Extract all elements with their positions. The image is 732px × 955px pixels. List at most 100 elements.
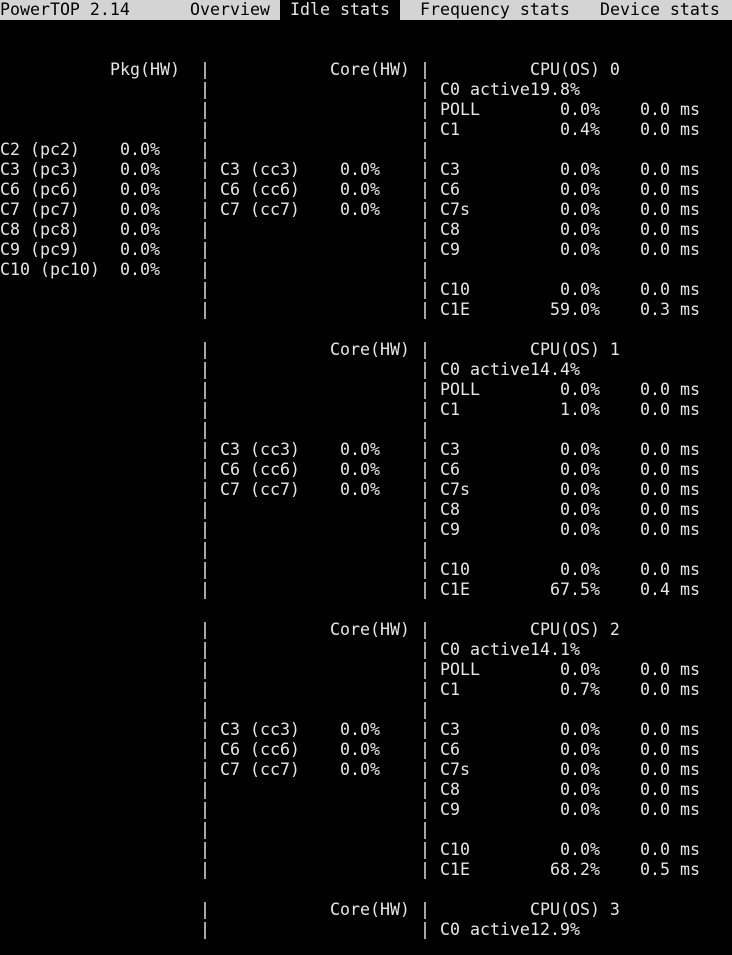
cstate-label: C6 (440, 460, 460, 479)
separator-pipe: | (200, 380, 210, 399)
cstate-label: POLL (440, 660, 480, 679)
cstate-time: 0.0 ms (640, 120, 700, 139)
cstate-label: POLL (440, 380, 480, 399)
separator-pipe: | (420, 280, 430, 299)
separator-pipe: | (200, 100, 210, 119)
cstate-label: C1E (440, 860, 470, 879)
cstate-label: C7s (440, 480, 470, 499)
c0-active-value: 14.1% (530, 640, 580, 659)
cstate-time: 0.3 ms (640, 300, 700, 319)
pkg-state-label: C9 (pc9) (0, 240, 80, 259)
cstate-label: C3 (440, 440, 460, 459)
core-hw-header: Core(HW) (330, 340, 410, 359)
cstate-time: 0.0 ms (640, 720, 700, 739)
cstate-percent: 0.7% (560, 680, 600, 699)
cstate-percent: 0.0% (560, 780, 600, 799)
cstate-percent: 0.0% (560, 520, 600, 539)
tab-device-stats[interactable]: Device stats (600, 0, 720, 19)
tab-frequency-stats[interactable]: Frequency stats (420, 0, 570, 19)
separator-pipe: | (200, 760, 210, 779)
pkg-hw-header: Pkg(HW) (110, 60, 180, 79)
cstate-time: 0.0 ms (640, 160, 700, 179)
cstate-time: 0.0 ms (640, 180, 700, 199)
separator-pipe: | (420, 780, 430, 799)
cstate-percent: 0.0% (560, 660, 600, 679)
cstate-percent: 0.0% (560, 440, 600, 459)
cstate-time: 0.0 ms (640, 800, 700, 819)
cstate-percent: 0.0% (560, 380, 600, 399)
separator-pipe: | (200, 180, 210, 199)
cpu-os-header: CPU(OS) 1 (530, 340, 620, 359)
separator-pipe: | (200, 640, 210, 659)
cstate-time: 0.0 ms (640, 400, 700, 419)
pkg-state-value: 0.0% (120, 240, 160, 259)
separator-pipe: | (200, 920, 210, 939)
separator-pipe: | (420, 440, 430, 459)
separator-pipe: | (200, 60, 210, 79)
cstate-label: C1E (440, 580, 470, 599)
separator-pipe: | (420, 140, 430, 159)
separator-pipe: | (420, 340, 430, 359)
pkg-state-label: C10 (pc10) (0, 260, 100, 279)
app-title: PowerTOP 2.14 (0, 0, 130, 19)
separator-pipe: | (200, 720, 210, 739)
core-hw-header: Core(HW) (330, 620, 410, 639)
core-state-value: 0.0% (340, 440, 380, 459)
cstate-percent: 0.0% (560, 280, 600, 299)
cstate-percent: 0.0% (560, 500, 600, 519)
cstate-label: C1 (440, 120, 460, 139)
separator-pipe: | (420, 700, 430, 719)
cstate-label: C10 (440, 840, 470, 859)
cstate-label: C6 (440, 740, 460, 759)
cstate-label: POLL (440, 100, 480, 119)
cstate-time: 0.0 ms (640, 740, 700, 759)
cstate-time: 0.0 ms (640, 440, 700, 459)
pkg-state-label: C2 (pc2) (0, 140, 80, 159)
separator-pipe: | (200, 140, 210, 159)
pkg-state-value: 0.0% (120, 160, 160, 179)
cstate-time: 0.0 ms (640, 100, 700, 119)
core-state-label: C7 (cc7) (220, 480, 300, 499)
pkg-state-value: 0.0% (120, 220, 160, 239)
tab-overview[interactable]: Overview (190, 0, 270, 19)
separator-pipe: | (200, 360, 210, 379)
core-state-value: 0.0% (340, 160, 380, 179)
cpu-os-header: CPU(OS) 3 (530, 900, 620, 919)
separator-pipe: | (200, 80, 210, 99)
cstate-label: C10 (440, 560, 470, 579)
separator-pipe: | (200, 160, 210, 179)
c0-active-value: 14.4% (530, 360, 580, 379)
cstate-percent: 0.0% (560, 760, 600, 779)
separator-pipe: | (200, 420, 210, 439)
separator-pipe: | (420, 620, 430, 639)
cstate-label: C9 (440, 800, 460, 819)
cstate-time: 0.0 ms (640, 200, 700, 219)
separator-pipe: | (420, 740, 430, 759)
core-state-value: 0.0% (340, 740, 380, 759)
c0-active-label: C0 active (440, 640, 530, 659)
separator-pipe: | (200, 480, 210, 499)
core-state-value: 0.0% (340, 480, 380, 499)
separator-pipe: | (200, 700, 210, 719)
separator-pipe: | (200, 460, 210, 479)
separator-pipe: | (420, 300, 430, 319)
c0-active-value: 19.8% (530, 80, 580, 99)
cstate-percent: 59.0% (550, 300, 600, 319)
cstate-label: C8 (440, 500, 460, 519)
cstate-percent: 0.4% (560, 120, 600, 139)
cstate-time: 0.0 ms (640, 480, 700, 499)
cstate-label: C8 (440, 780, 460, 799)
tab-idle-stats[interactable]: Idle stats (280, 0, 400, 20)
separator-pipe: | (420, 800, 430, 819)
separator-pipe: | (420, 240, 430, 259)
tab-bar: PowerTOP 2.14 Overview Idle stats Freque… (0, 0, 732, 20)
cstate-percent: 1.0% (560, 400, 600, 419)
core-state-value: 0.0% (340, 200, 380, 219)
separator-pipe: | (420, 160, 430, 179)
core-state-label: C3 (cc3) (220, 440, 300, 459)
c0-active-label: C0 active (440, 360, 530, 379)
separator-pipe: | (200, 620, 210, 639)
pkg-state-value: 0.0% (120, 180, 160, 199)
separator-pipe: | (420, 580, 430, 599)
separator-pipe: | (420, 560, 430, 579)
